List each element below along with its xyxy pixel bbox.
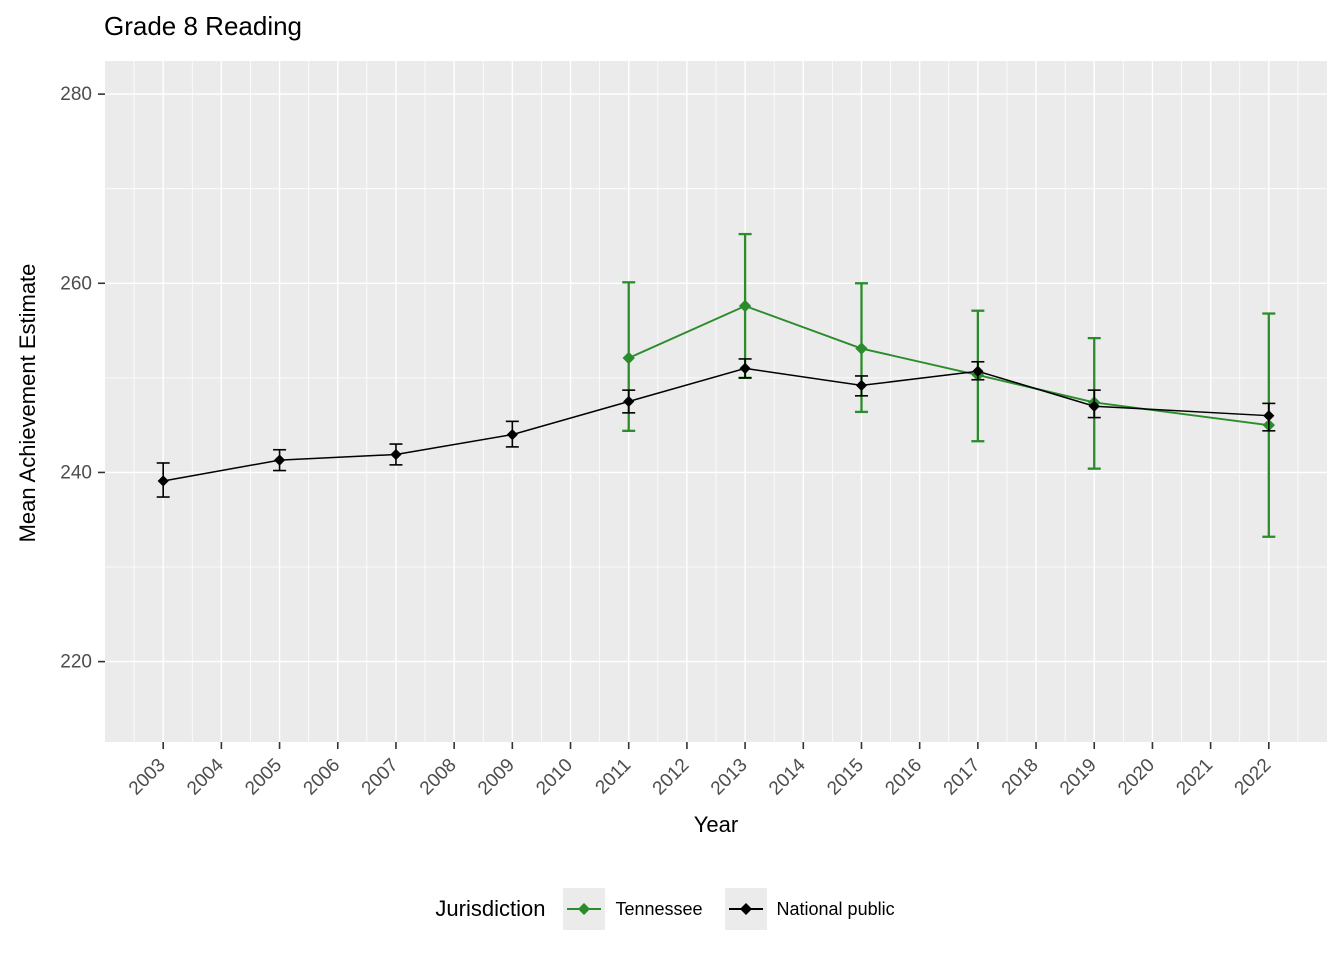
- legend-glyph: [567, 903, 602, 915]
- x-tick-label: 2006: [300, 755, 345, 800]
- y-tick-label: 280: [60, 84, 92, 105]
- y-tick-label: 240: [60, 462, 92, 483]
- data-point-national-public-2022[interactable]: [1263, 410, 1275, 422]
- data-point-national-public-2017[interactable]: [972, 365, 984, 377]
- legend-entry-tennessee[interactable]: Tennessee: [563, 888, 703, 930]
- data-point-national-public-2013[interactable]: [739, 362, 751, 374]
- data-point-national-public-2007[interactable]: [390, 448, 402, 461]
- data-point-tennessee-2013[interactable]: [738, 299, 752, 313]
- x-tick-label: 2022: [1231, 755, 1276, 800]
- legend-title: Jurisdiction: [435, 896, 546, 921]
- x-tick-label: 2013: [707, 755, 752, 800]
- data-point-tennessee-2015[interactable]: [855, 342, 868, 355]
- x-tick-label: 2003: [125, 755, 170, 800]
- series-line-tennessee: [628, 304, 1269, 427]
- x-tick-label: 2017: [940, 755, 985, 800]
- x-tick-label: 2016: [881, 755, 926, 800]
- x-tick-label: 2012: [649, 755, 694, 800]
- x-tick-label: 2015: [823, 755, 868, 800]
- y-tick-label: 260: [60, 273, 92, 294]
- x-tick-label: 2011: [592, 755, 636, 799]
- data-point-national-public-2019[interactable]: [1088, 400, 1100, 412]
- legend-label-national-public: National public: [776, 898, 895, 919]
- x-tick-label: 2018: [998, 755, 1043, 800]
- x-tick-label: 2004: [183, 754, 228, 799]
- x-tick-label: 2020: [1114, 755, 1159, 800]
- chart-title: Grade 8 Reading: [104, 11, 303, 41]
- data-point-national-public-2011[interactable]: [623, 395, 635, 408]
- national-public-line-point-icon: [724, 888, 767, 930]
- legend-glyph: [728, 903, 763, 915]
- data-point-national-public-2015[interactable]: [855, 379, 868, 392]
- legend: Jurisdiction Tennessee National public: [0, 878, 1344, 940]
- x-tick-label: 2014: [765, 754, 810, 799]
- series-line-national-public: [163, 367, 1269, 482]
- x-tick-label: 2010: [532, 755, 577, 800]
- legend-entry-national-public[interactable]: National public: [724, 888, 895, 930]
- x-tick-label: 2009: [474, 755, 519, 800]
- x-tick-label: 2019: [1056, 755, 1101, 800]
- x-axis-title: Year: [693, 812, 739, 837]
- x-tick-label: 2005: [241, 755, 286, 800]
- x-tick-label: 2007: [358, 755, 403, 800]
- tennessee-line-point-icon: [563, 888, 606, 930]
- data-point-national-public-2003[interactable]: [157, 475, 169, 487]
- data-point-national-public-2005[interactable]: [273, 454, 286, 466]
- data-point-tennessee-2011[interactable]: [622, 351, 635, 365]
- x-tick-label: 2021: [1172, 755, 1217, 800]
- y-tick-label: 220: [60, 652, 92, 673]
- legend-label-tennessee: Tennessee: [615, 898, 703, 919]
- data-point-national-public-2009[interactable]: [506, 429, 518, 441]
- x-tick-label: 2008: [416, 755, 461, 800]
